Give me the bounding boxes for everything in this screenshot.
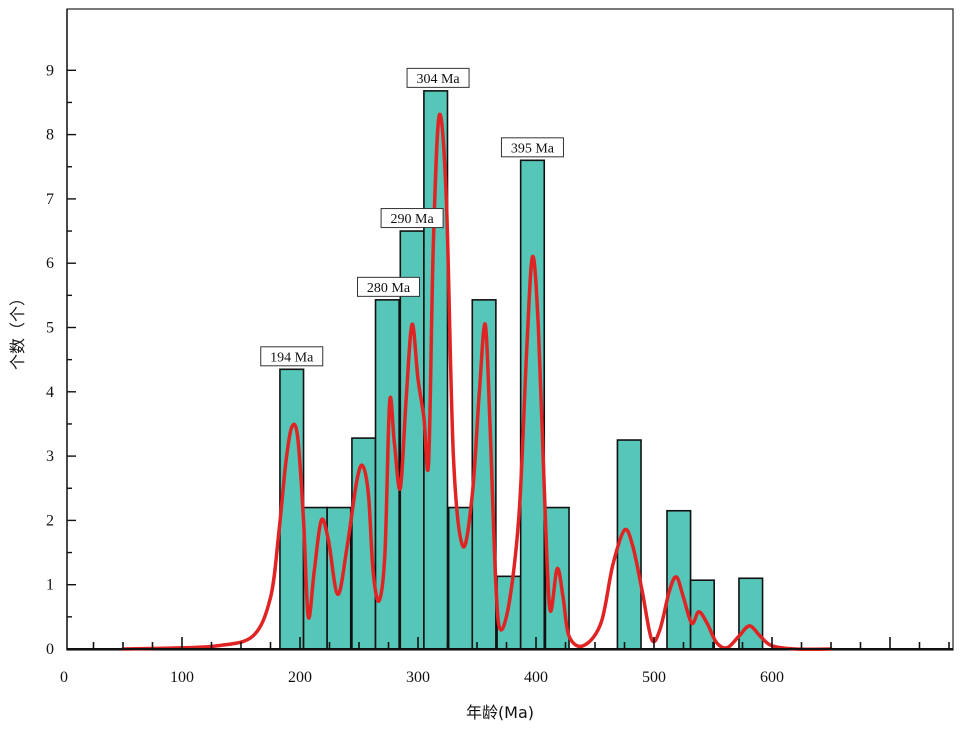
x-tick-label: 600 [760,669,784,686]
annotation-label: 290 Ma [391,212,435,227]
x-tick-label: 100 [170,669,194,686]
x-tick-label: 200 [288,669,312,686]
annotation-label: 395 Ma [511,141,555,156]
x-tick-label: 500 [642,669,666,686]
x-tick-label: 0 [60,669,68,686]
annotation-label: 280 Ma [367,281,411,296]
y-tick-label: 4 [46,384,54,401]
annotation-label: 304 Ma [416,72,460,87]
y-tick-label: 1 [46,577,54,594]
x-tick-label: 300 [406,669,430,686]
histogram-bar [616,439,642,650]
y-tick-label: 5 [46,320,54,337]
histogram-bar [279,368,305,650]
y-tick-label: 6 [46,255,54,272]
histogram-bar [738,577,764,650]
density-curve-layer [121,112,833,651]
y-tick-label: 8 [46,127,54,144]
y-tick-label: 3 [46,448,54,465]
plot-area [66,8,954,651]
annotation-box [357,276,420,297]
x-tick-label: 400 [524,669,548,686]
annotation-box [406,67,470,88]
annotation-box [500,137,564,158]
peak-annotations: 194 Ma 280 Ma 290 Ma 304 Ma 395 Ma [260,67,564,367]
y-tick-label: 2 [46,512,54,529]
histogram-bar [326,506,352,650]
y-tick-label: 7 [46,191,54,208]
axes: 0 100 200 300 400 500 600 0 1 2 3 4 5 6 7 8 9 [46,9,953,686]
y-axis-title: 个数（个） [8,290,27,370]
annotation-box [380,208,444,229]
density-curve [121,112,833,651]
y-tick-label: 9 [46,62,54,79]
annotation-label: 194 Ma [270,350,314,365]
annotation-box [260,346,324,367]
y-tick-label: 0 [46,641,54,658]
x-axis-title: 年龄(Ma) [466,703,534,722]
